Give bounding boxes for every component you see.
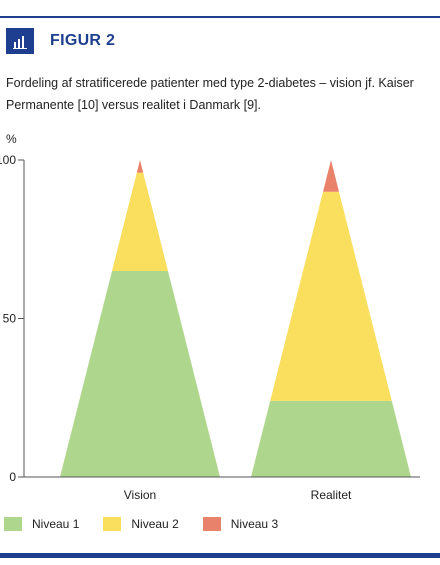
segment-vision-niveau-2: [112, 172, 168, 271]
legend-item-niveau-3: Niveau 3: [202, 517, 279, 531]
figure-header: FIGUR 2: [6, 26, 115, 56]
top-rule: [0, 16, 440, 18]
y-tick-label-100: 100: [0, 153, 16, 167]
figure-caption: Fordeling af stratificerede patienter me…: [6, 76, 414, 112]
bottom-rule: [0, 553, 440, 558]
bar-chart-icon: [6, 28, 34, 54]
triangle-chart: Vision Realitet 0 50 100: [0, 153, 420, 502]
segment-vision-niveau-1: [60, 270, 220, 477]
legend-label-niveau-1: Niveau 1: [32, 517, 80, 531]
legend-item-niveau-1: Niveau 1: [4, 517, 79, 531]
legend-swatch-niveau-1: [4, 517, 22, 531]
segment-realitet-niveau-2: [270, 191, 392, 401]
legend-swatch-niveau-3: [202, 517, 221, 531]
legend-label-niveau-3: Niveau 3: [230, 517, 279, 531]
segment-realitet-niveau-1: [251, 400, 411, 477]
legend-label-niveau-2: Niveau 2: [131, 517, 179, 531]
segment-vision-niveau-3: [136, 160, 144, 173]
legend-swatch-niveau-2: [103, 517, 122, 531]
y-tick-label-0: 0: [9, 470, 16, 484]
x-tick-label-vision: Vision: [124, 488, 156, 502]
legend-item-niveau-2: Niveau 2: [103, 517, 179, 531]
y-axis-unit-label: %: [6, 132, 17, 146]
y-tick-label-50: 50: [3, 312, 17, 326]
segment-realitet-niveau-3: [323, 160, 339, 192]
figure-label: FIGUR 2: [50, 32, 116, 49]
chart-legend: Niveau 1 Niveau 2 Niveau 3: [4, 514, 302, 534]
x-tick-label-realitet: Realitet: [311, 488, 352, 502]
